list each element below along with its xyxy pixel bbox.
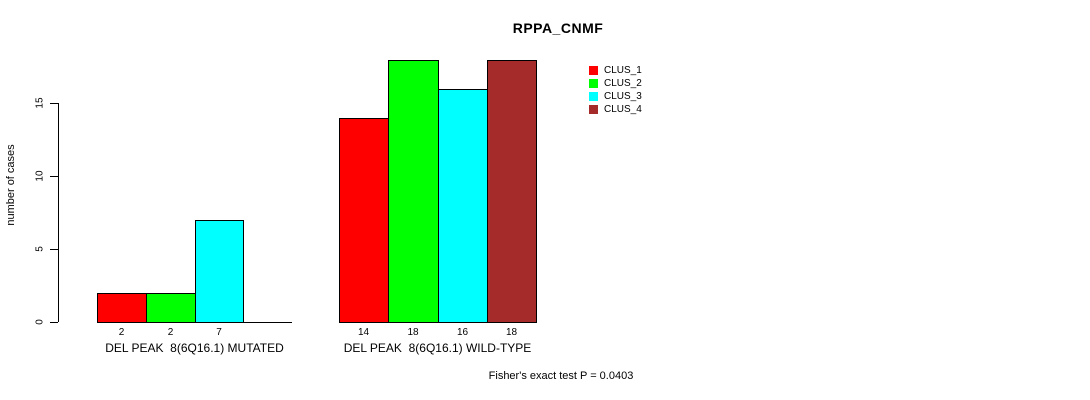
bar-clus_3	[195, 220, 244, 323]
bar-clus_3	[438, 89, 488, 323]
y-axis-tick	[50, 249, 58, 250]
legend-item: CLUS_2	[589, 77, 642, 90]
legend-swatch-clus_2	[589, 79, 598, 88]
bar-value-label: 7	[216, 327, 222, 338]
legend-item: CLUS_3	[589, 90, 642, 103]
y-tick-label: 5	[34, 246, 46, 252]
bar-clus_2	[388, 60, 439, 323]
y-axis-tick	[50, 176, 58, 177]
chart-title: RPPA_CNMF	[512, 20, 604, 36]
legend-label: CLUS_3	[604, 91, 642, 102]
bar-value-label: 2	[167, 327, 174, 338]
legend-swatch-clus_3	[589, 92, 598, 101]
legend-label: CLUS_4	[604, 104, 642, 115]
legend-label: CLUS_1	[604, 65, 642, 76]
bar-value-label: 14	[357, 327, 370, 338]
legend-swatch-clus_1	[589, 66, 598, 75]
y-axis-label: number of cases	[5, 144, 17, 226]
bar-clus_1	[339, 118, 389, 323]
bar-clus_2	[146, 293, 196, 323]
legend-item: CLUS_4	[589, 103, 642, 116]
legend-item: CLUS_1	[589, 64, 642, 77]
y-axis	[58, 103, 59, 322]
bar-clus_1	[97, 293, 147, 323]
y-axis-tick	[50, 103, 58, 104]
y-axis-tick	[50, 322, 58, 323]
bar-value-label: 18	[505, 327, 518, 338]
bar-clus_4	[487, 60, 537, 323]
bar-value-label: 18	[407, 327, 419, 338]
bar-value-label: 16	[456, 327, 469, 338]
fisher-test-annotation: Fisher's exact test P = 0.0403	[488, 370, 634, 382]
legend: CLUS_1 CLUS_2 CLUS_3 CLUS_4	[589, 64, 642, 116]
legend-label: CLUS_2	[604, 78, 642, 89]
y-tick-label: 0	[34, 319, 46, 325]
bar-value-label: 2	[118, 327, 125, 338]
y-tick-label: 10	[34, 170, 46, 182]
legend-swatch-clus_4	[589, 105, 598, 114]
group-label: DEL PEAK 8(6Q16.1) MUTATED	[105, 341, 284, 355]
group-label: DEL PEAK 8(6Q16.1) WILD-TYPE	[343, 341, 532, 355]
y-tick-label: 15	[34, 97, 46, 109]
